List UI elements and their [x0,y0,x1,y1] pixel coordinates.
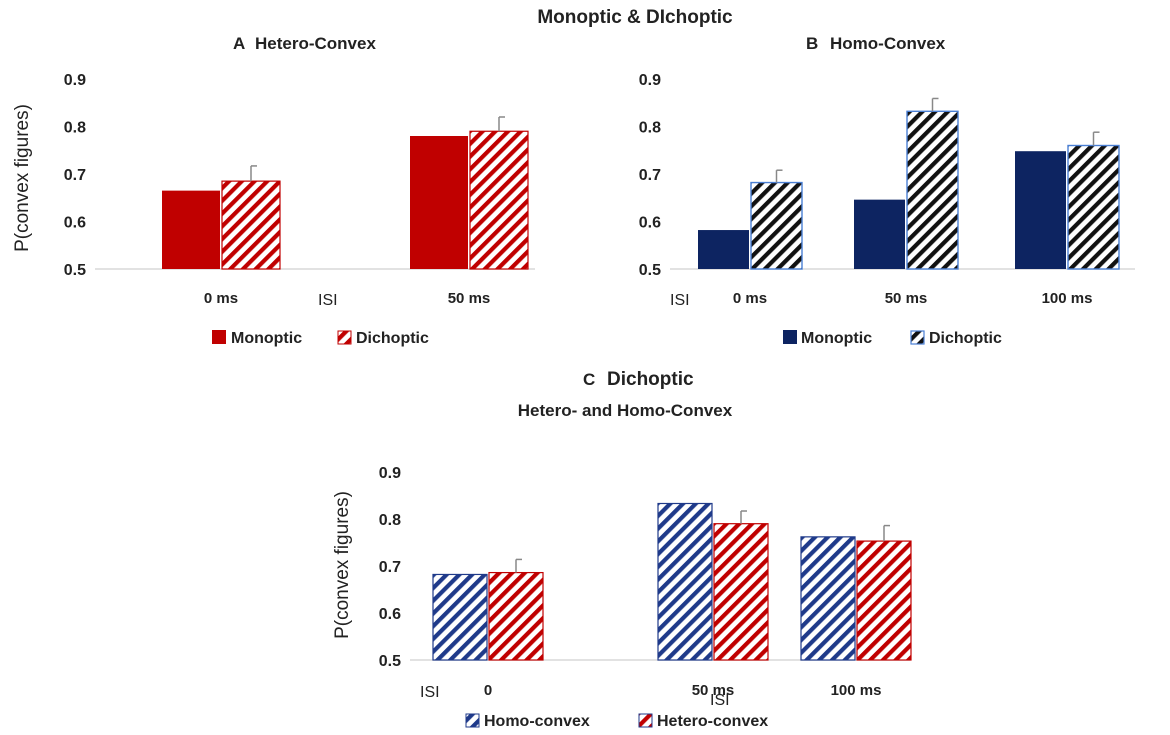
panel-a-legend: Monoptic Dichoptic [212,330,429,347]
y-tick-label: 0.6 [64,215,86,232]
legend-swatch-monoptic [783,330,797,344]
legend-swatch-monoptic [212,330,226,344]
bar-homo-convex-100-ms [800,536,856,661]
legend-label-dichoptic: Dichoptic [929,330,1002,347]
legend-label-homo-convex: Homo-convex [484,713,590,730]
legend-swatch-homo-convex [465,713,480,728]
panel-c-letter: C [583,370,595,389]
panel-b-letter: B [806,34,818,53]
panel-c-subtitle: Hetero- and Homo-Convex [518,401,733,420]
bar-monoptic-0-ms [162,190,220,269]
panel-c-isi-label-mid: ISI [710,692,730,709]
bar-dichoptic-0-ms [221,180,281,270]
panel-b-legend: Monoptic Dichoptic [783,330,1002,347]
y-tick-label: 0.7 [379,559,401,576]
x-category-label: 0 ms [204,290,238,307]
panel-c-y-axis-label: P(convex figures) [332,491,353,639]
legend-swatch-dichoptic [337,330,352,345]
panel-a-isi-label: ISI [318,292,338,309]
bar-dichoptic-100-ms [1067,144,1120,270]
panel-b-homo-convex: B Homo-Convex ISI 0.9 0.8 0.7 0.6 0.5 0 ms 50… [639,34,1135,347]
y-tick-label: 0.9 [639,72,661,89]
y-tick-label: 0.5 [64,262,86,279]
panel-c-title: Dichoptic [607,369,694,390]
legend-label-hetero-convex: Hetero-convex [657,713,768,730]
panel-b-title: Homo-Convex [830,34,946,53]
y-tick-label: 0.8 [379,512,401,529]
panel-c-dichoptic: C Dichoptic Hetero- and Homo-Convex P(co… [332,369,912,730]
bar-hetero-convex-100-ms [856,540,912,661]
x-category-label: 100 ms [1042,290,1093,307]
x-category-label: 50 ms [448,290,491,307]
bar-homo-convex-0 [432,573,488,661]
x-category-label: 0 ms [733,290,767,307]
panel-a-title: Hetero-Convex [255,34,376,53]
x-category-label: 100 ms [831,682,882,699]
y-tick-label: 0.6 [639,215,661,232]
panel-a-hetero-convex: A Hetero-Convex P(convex figures) ISI 0.… [12,34,535,347]
legend-label-monoptic: Monoptic [231,330,302,347]
y-tick-label: 0.9 [379,465,401,482]
bar-dichoptic-50-ms [906,110,959,270]
figure-title: Monoptic & DIchoptic [537,7,733,28]
panel-c-isi-label-left: ISI [420,684,440,701]
y-tick-label: 0.9 [64,72,86,89]
y-tick-label: 0.6 [379,606,401,623]
x-category-label: 50 ms [885,290,928,307]
bar-dichoptic-0-ms [750,181,803,270]
bar-monoptic-0-ms [698,230,749,269]
legend-label-monoptic: Monoptic [801,330,872,347]
x-category-label: 50 ms [692,682,735,699]
bar-monoptic-50-ms [410,136,468,269]
bar-homo-convex-50-ms [657,502,713,661]
legend-swatch-hetero-convex [638,713,653,728]
y-tick-label: 0.8 [64,120,86,137]
panel-b-isi-label: ISI [670,292,690,309]
legend-label-dichoptic: Dichoptic [356,330,429,347]
panel-c-legend: Homo-convex Hetero-convex [465,713,768,730]
y-tick-label: 0.5 [639,262,661,279]
y-tick-label: 0.7 [64,167,86,184]
bar-dichoptic-50-ms [469,130,529,270]
bar-hetero-convex-0 [488,571,544,661]
bar-monoptic-50-ms [854,199,905,269]
y-tick-label: 0.8 [639,120,661,137]
panel-a-letter: A [233,34,245,53]
y-tick-label: 0.7 [639,167,661,184]
panel-a-y-axis-label: P(convex figures) [12,104,33,252]
bar-monoptic-100-ms [1015,151,1066,269]
legend-swatch-dichoptic [910,330,925,345]
y-tick-label: 0.5 [379,653,401,670]
x-category-label: 0 [484,682,492,699]
bar-hetero-convex-50-ms [713,523,769,661]
